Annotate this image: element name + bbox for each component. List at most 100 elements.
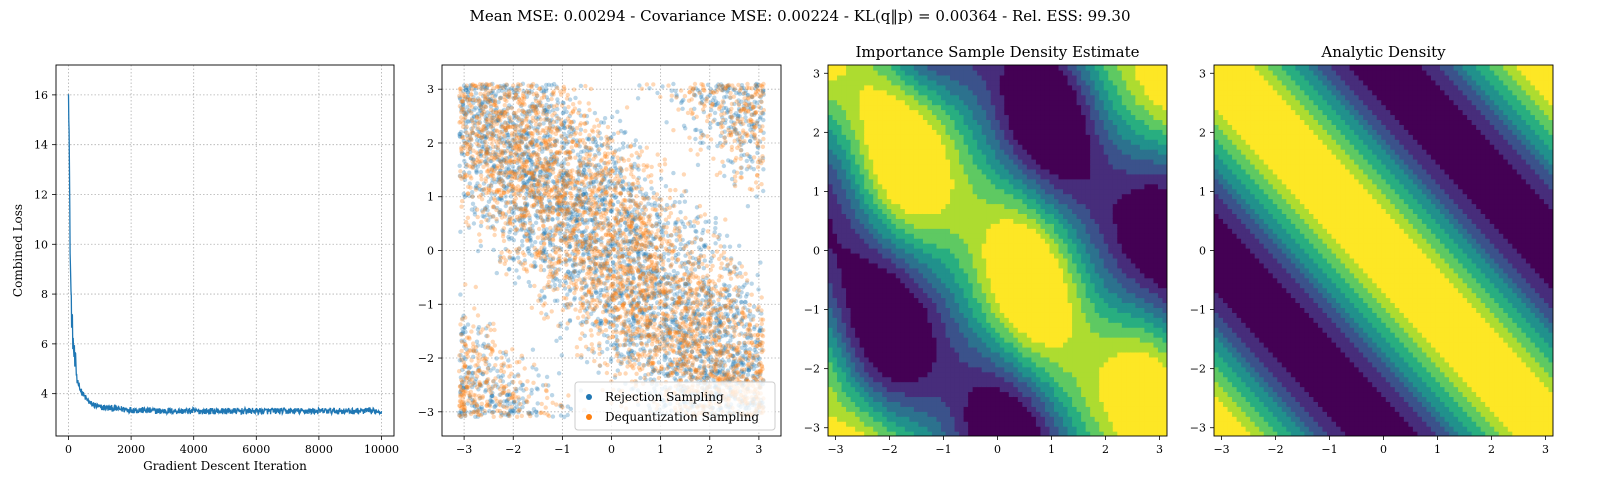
scatter-point <box>458 322 462 326</box>
scatter-point <box>542 294 546 298</box>
scatter-point <box>499 251 503 255</box>
scatter-point <box>714 216 718 220</box>
x-tick-label: −1 <box>554 443 570 456</box>
scatter-point <box>609 256 613 260</box>
scatter-point <box>474 187 478 191</box>
scatter-point <box>490 399 494 403</box>
scatter-point <box>752 348 756 352</box>
scatter-point <box>545 396 549 400</box>
scatter-point <box>742 283 746 287</box>
scatter-point <box>509 236 513 240</box>
scatter-point <box>756 273 760 277</box>
scatter-point <box>598 301 602 305</box>
scatter-point <box>675 286 679 290</box>
scatter-point <box>638 145 642 149</box>
scatter-point <box>554 339 558 343</box>
scatter-point <box>663 358 667 362</box>
scatter-point <box>593 286 597 290</box>
scatter-point <box>521 222 525 226</box>
scatter-point <box>684 282 688 286</box>
scatter-point <box>543 257 547 261</box>
x-tick-label: 6000 <box>242 443 270 456</box>
scatter-point <box>681 98 685 102</box>
scatter-point <box>481 135 485 139</box>
scatter-point <box>590 333 594 337</box>
scatter-point <box>666 258 670 262</box>
scatter-point <box>647 86 651 90</box>
scatter-point <box>628 343 632 347</box>
scatter-point <box>698 101 702 105</box>
scatter-point <box>573 296 577 300</box>
scatter-point <box>563 234 567 238</box>
scatter-point <box>755 101 759 105</box>
scatter-point <box>492 328 496 332</box>
scatter-point <box>622 131 626 135</box>
scatter-point <box>609 193 613 197</box>
scatter-point <box>585 360 589 364</box>
scatter-point <box>551 210 555 214</box>
scatter-point <box>610 115 614 119</box>
scatter-point <box>504 82 508 86</box>
scatter-point <box>754 194 758 198</box>
scatter-point <box>680 193 684 197</box>
scatter-point <box>673 358 677 362</box>
scatter-point <box>669 264 673 268</box>
scatter-point <box>682 124 686 128</box>
y-tick-label: 14 <box>34 139 48 152</box>
scatter-point <box>672 269 676 273</box>
scatter-point <box>547 105 551 109</box>
scatter-point <box>539 264 543 268</box>
scatter-point <box>734 314 738 318</box>
scatter-point <box>486 324 490 328</box>
scatter-point <box>567 216 571 220</box>
scatter-point <box>539 268 543 272</box>
scatter-point <box>634 203 638 207</box>
scatter-point <box>618 119 622 123</box>
scatter-point <box>649 180 653 184</box>
scatter-point <box>713 226 717 230</box>
scatter-point <box>458 164 462 168</box>
y-tick-label: 6 <box>41 338 48 351</box>
scatter-point <box>532 284 536 288</box>
x-axis-label: Gradient Descent Iteration <box>143 459 307 473</box>
scatter-point <box>505 170 509 174</box>
scatter-point <box>551 166 555 170</box>
scatter-point <box>761 145 765 149</box>
scatter-point <box>579 128 583 132</box>
scatter-point <box>528 194 532 198</box>
scatter-point <box>569 407 573 411</box>
scatter-point <box>595 118 599 122</box>
scatter-point <box>538 122 542 126</box>
scatter-point <box>690 97 694 101</box>
scatter-point <box>602 120 606 124</box>
scatter-point <box>578 222 582 226</box>
scatter-point <box>510 347 514 351</box>
scatter-point <box>758 115 762 119</box>
scatter-point <box>520 354 524 358</box>
scatter-point <box>597 147 601 151</box>
scatter-point <box>669 233 673 237</box>
scatter-point <box>479 224 483 228</box>
scatter-point <box>555 299 559 303</box>
scatter-point <box>673 200 677 204</box>
scatter-point <box>505 149 509 153</box>
scatter-point <box>678 210 682 214</box>
scatter-point <box>466 216 470 220</box>
scatter-point <box>466 119 470 123</box>
scatter-point <box>579 84 583 88</box>
scatter-point <box>613 196 617 200</box>
scatter-point <box>655 91 659 95</box>
scatter-point <box>709 104 713 108</box>
scatter-point <box>658 212 662 216</box>
scatter-point <box>492 415 496 419</box>
scatter-point <box>702 243 706 247</box>
scatter-point <box>514 268 518 272</box>
scatter-point <box>748 309 752 313</box>
scatter-point <box>581 314 585 318</box>
scatter-point <box>742 91 746 95</box>
scatter-point <box>602 142 606 146</box>
scatter-point <box>536 387 540 391</box>
scatter-point <box>670 315 674 319</box>
scatter-point <box>609 357 613 361</box>
